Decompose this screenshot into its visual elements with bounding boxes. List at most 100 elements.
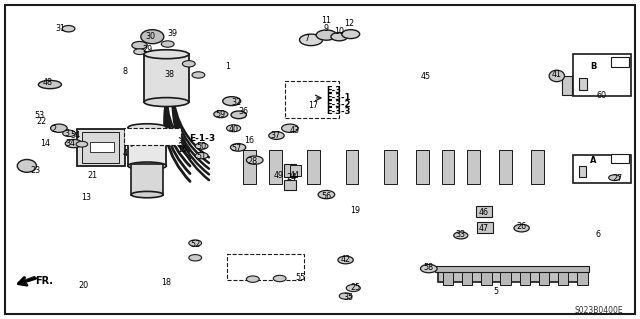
Ellipse shape (454, 232, 468, 239)
Ellipse shape (141, 30, 164, 44)
Ellipse shape (246, 156, 263, 164)
Ellipse shape (189, 255, 202, 261)
Bar (531, 150, 544, 184)
Text: 25: 25 (350, 283, 360, 292)
Bar (562, 76, 572, 95)
Text: 38: 38 (164, 70, 175, 79)
Bar (290, 165, 301, 176)
Bar (611, 57, 629, 67)
Ellipse shape (231, 111, 246, 119)
Bar (573, 54, 631, 96)
Circle shape (134, 49, 145, 55)
Text: 7: 7 (305, 34, 310, 43)
Bar (384, 150, 397, 184)
Text: 1: 1 (225, 63, 230, 71)
Text: 42: 42 (340, 256, 351, 264)
Ellipse shape (420, 264, 437, 273)
Circle shape (182, 61, 195, 67)
Text: 40: 40 (228, 125, 239, 134)
Text: 45: 45 (420, 72, 431, 81)
Circle shape (161, 41, 174, 47)
Circle shape (132, 41, 147, 49)
Bar (558, 270, 568, 285)
Text: 52: 52 (190, 240, 200, 249)
Text: 51: 51 (196, 152, 207, 161)
Bar (128, 128, 166, 166)
Text: 56: 56 (321, 192, 332, 201)
Bar (288, 89, 304, 107)
Text: 57: 57 (232, 144, 242, 153)
Text: 53: 53 (35, 111, 45, 120)
Circle shape (76, 141, 88, 147)
Ellipse shape (62, 26, 75, 32)
Text: 59: 59 (216, 110, 226, 119)
Bar (416, 150, 429, 184)
Text: E-1-3: E-1-3 (189, 134, 215, 143)
Bar (90, 142, 114, 152)
Text: 33: 33 (456, 230, 466, 239)
Text: E-3: E-3 (326, 86, 341, 95)
Text: 2: 2 (52, 125, 57, 134)
Bar (443, 270, 453, 285)
Bar (124, 128, 181, 145)
Text: 48: 48 (43, 78, 53, 87)
Ellipse shape (318, 190, 335, 199)
Ellipse shape (195, 143, 208, 149)
Text: 29: 29 (142, 45, 152, 54)
Bar (442, 150, 454, 184)
Ellipse shape (246, 276, 259, 282)
Text: 10: 10 (334, 27, 344, 36)
Text: 41: 41 (552, 70, 562, 79)
Bar (467, 150, 480, 184)
Text: 50: 50 (196, 142, 207, 151)
Ellipse shape (514, 224, 529, 232)
Text: 3: 3 (65, 130, 70, 138)
Text: 44: 44 (289, 171, 300, 180)
Bar (476, 206, 492, 217)
Bar (579, 166, 586, 177)
Text: 54: 54 (70, 131, 81, 140)
Circle shape (316, 30, 337, 40)
Bar (577, 270, 588, 285)
Ellipse shape (609, 175, 620, 181)
Circle shape (331, 33, 348, 41)
Bar (269, 150, 282, 184)
Text: 11: 11 (321, 16, 332, 25)
Text: 23: 23 (30, 166, 40, 175)
Text: 27: 27 (612, 174, 623, 183)
Ellipse shape (38, 80, 61, 89)
Text: 20: 20 (78, 281, 88, 290)
Text: B: B (590, 62, 596, 70)
Circle shape (300, 34, 323, 46)
Text: 58: 58 (424, 263, 434, 272)
Text: 17: 17 (308, 101, 319, 110)
Text: 21: 21 (88, 171, 98, 180)
Ellipse shape (288, 104, 303, 109)
Text: 19: 19 (350, 206, 360, 215)
Text: 47: 47 (478, 224, 488, 233)
Text: 49: 49 (273, 171, 284, 180)
Text: 46: 46 (478, 208, 488, 217)
Text: 32: 32 (232, 98, 242, 107)
Bar (285, 81, 339, 118)
Ellipse shape (144, 98, 189, 107)
Bar (539, 270, 549, 285)
Bar (82, 132, 119, 163)
Bar (579, 78, 587, 90)
Text: 31: 31 (56, 24, 66, 33)
Ellipse shape (269, 132, 284, 139)
Ellipse shape (282, 124, 298, 132)
Text: 26: 26 (516, 222, 527, 231)
Circle shape (342, 30, 360, 39)
Text: 39: 39 (168, 29, 178, 38)
Circle shape (51, 124, 67, 132)
Text: 30: 30 (145, 32, 156, 41)
Circle shape (214, 111, 228, 118)
Ellipse shape (189, 240, 202, 246)
Text: 60: 60 (596, 91, 607, 100)
Circle shape (65, 139, 82, 148)
Bar (499, 150, 512, 184)
Text: FR.: FR. (35, 276, 53, 286)
Text: E-3-2: E-3-2 (326, 100, 351, 109)
Ellipse shape (346, 285, 360, 292)
